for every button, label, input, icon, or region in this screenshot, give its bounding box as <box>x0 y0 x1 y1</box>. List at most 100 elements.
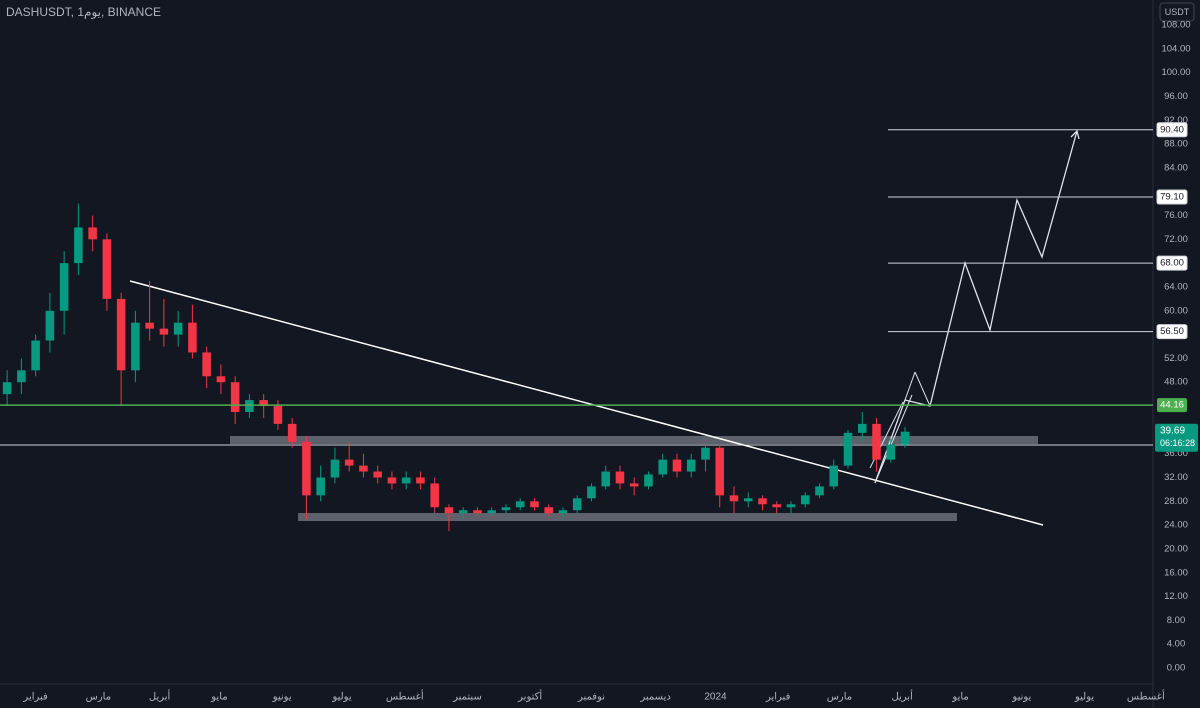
candle-body <box>145 322 154 329</box>
level-label: 56.50 <box>1160 326 1184 337</box>
x-tick-label: سبتمبر <box>452 692 482 703</box>
candle-body <box>330 459 340 478</box>
x-tick-label: أبريل <box>149 690 171 703</box>
candle-body <box>2 382 12 395</box>
symbol-title: DASHUSDT, 1يوم, BINANCE <box>6 5 161 19</box>
candle-body <box>601 471 610 487</box>
candle-body <box>230 382 240 412</box>
x-tick-label: فبراير <box>22 692 48 703</box>
x-tick-label: ديسمبر <box>639 692 670 703</box>
candle-body <box>857 423 867 433</box>
candle-body <box>401 477 411 484</box>
y-tick-label: 76.00 <box>1164 210 1188 221</box>
y-tick-label: 4.00 <box>1167 639 1186 650</box>
level-label: 90.40 <box>1160 124 1184 135</box>
candle-body <box>131 322 140 371</box>
price-tag <box>1155 423 1198 452</box>
zone <box>230 436 1038 444</box>
y-tick-label: 48.00 <box>1164 377 1188 388</box>
candle-body <box>173 322 183 335</box>
y-tick-label: 52.00 <box>1164 353 1188 364</box>
y-tick-label: 0.00 <box>1167 663 1186 674</box>
candle-body <box>829 465 839 487</box>
candle-body <box>743 498 753 502</box>
candle-body <box>216 376 226 383</box>
candle-body <box>102 239 112 299</box>
candle-body <box>159 328 169 335</box>
candle-body <box>116 298 126 371</box>
candle-body <box>188 322 197 353</box>
candle-body <box>729 495 739 502</box>
y-tick-label: 8.00 <box>1167 615 1186 626</box>
arrowhead <box>1070 129 1080 140</box>
candle-body <box>31 340 40 371</box>
candle-body <box>900 431 910 445</box>
y-tick-label: 32.00 <box>1164 472 1188 483</box>
level-tag <box>1156 255 1188 271</box>
level-tag <box>1156 324 1188 340</box>
y-tick-label: 12.00 <box>1164 591 1188 602</box>
candle-body <box>815 486 824 496</box>
projection <box>904 371 916 401</box>
x-tick-label: يونيو <box>272 692 292 703</box>
candle-body <box>644 474 653 487</box>
candle-body <box>359 465 368 472</box>
candle-body <box>316 477 325 496</box>
candle-body <box>758 498 767 505</box>
candle-body <box>501 507 511 511</box>
x-tick-label: نوفمبر <box>577 692 605 703</box>
currency-button[interactable] <box>1159 2 1195 22</box>
candle-body <box>572 498 582 511</box>
x-tick-label: يونيو <box>1011 692 1031 703</box>
y-tick-label: 72.00 <box>1164 234 1188 245</box>
candle-body <box>786 504 796 508</box>
candle-body <box>886 444 896 460</box>
candle-body <box>273 406 283 424</box>
y-tick-label: 16.00 <box>1164 567 1188 578</box>
candle-body <box>287 423 297 442</box>
x-tick-label: 2024 <box>704 692 727 703</box>
level-label: 68.00 <box>1160 258 1184 269</box>
price-label: 39.69 <box>1160 425 1185 436</box>
candle-body <box>373 471 382 478</box>
candle-body <box>259 400 268 407</box>
zone <box>298 513 957 521</box>
candle-body <box>387 477 397 484</box>
y-tick-label: 84.00 <box>1164 162 1188 173</box>
x-tick-label: مايو <box>210 692 227 703</box>
candle-body <box>416 477 425 484</box>
y-tick-label: 104.00 <box>1161 43 1190 54</box>
candle-body <box>17 370 26 383</box>
candle-body <box>473 510 482 514</box>
candle-body <box>344 459 354 466</box>
candle-body <box>701 447 710 460</box>
candle-body <box>587 486 596 499</box>
candle-body <box>487 510 496 514</box>
x-tick-label: يوليو <box>1074 692 1094 703</box>
x-tick-label: يوليو <box>331 692 351 703</box>
support-tag <box>1157 398 1187 413</box>
y-tick-label: 92.00 <box>1164 115 1188 126</box>
candle-body <box>615 471 625 484</box>
candle-body <box>245 400 254 412</box>
candle-body <box>74 227 83 264</box>
candle-body <box>444 507 454 514</box>
x-tick-label: أغسطس <box>1127 690 1165 703</box>
x-tick-label: أبريل <box>891 690 913 703</box>
candle-body <box>686 459 696 472</box>
currency-label[interactable]: USDT <box>1165 7 1190 17</box>
x-tick-label: مارس <box>86 692 111 703</box>
y-tick-label: 88.00 <box>1164 139 1188 150</box>
candle-body <box>800 495 810 505</box>
level-label: 79.10 <box>1160 192 1184 203</box>
support-label: 44.16 <box>1160 400 1184 411</box>
candle-body <box>458 510 468 514</box>
y-tick-label: 108.00 <box>1161 20 1190 31</box>
candle-body <box>629 483 639 487</box>
level-tag <box>1156 189 1188 205</box>
candle-body <box>45 310 55 341</box>
candle-body <box>843 432 853 466</box>
